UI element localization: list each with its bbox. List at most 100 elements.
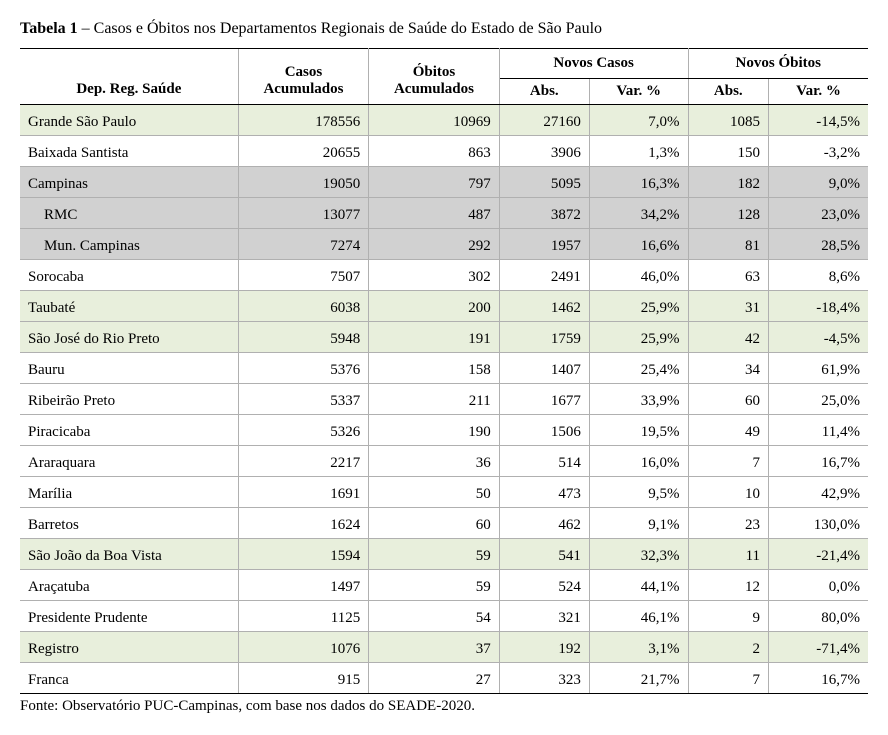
table-row: Ribeirão Preto5337211167733,9%6025,0%	[20, 384, 868, 415]
cell-name: Ribeirão Preto	[20, 384, 238, 415]
table-row: Campinas19050797509516,3%1829,0%	[20, 167, 868, 198]
cell-obitos: 27	[369, 663, 500, 694]
cell-name: Araçatuba	[20, 570, 238, 601]
cell-nc-abs: 1957	[499, 229, 589, 260]
cell-nc-abs: 514	[499, 446, 589, 477]
cell-no-var: 25,0%	[769, 384, 868, 415]
table-row: Barretos1624604629,1%23130,0%	[20, 508, 868, 539]
cell-obitos: 863	[369, 136, 500, 167]
cell-no-var: -14,5%	[769, 105, 868, 136]
cell-nc-var: 46,0%	[589, 260, 688, 291]
cell-nc-var: 25,9%	[589, 291, 688, 322]
header-obitos: Óbitos Acumulados	[369, 49, 500, 105]
cell-name: Presidente Prudente	[20, 601, 238, 632]
cell-casos: 178556	[238, 105, 369, 136]
cell-nc-var: 19,5%	[589, 415, 688, 446]
cell-no-abs: 12	[688, 570, 769, 601]
cell-nc-abs: 321	[499, 601, 589, 632]
cell-casos: 2217	[238, 446, 369, 477]
cell-name: Mun. Campinas	[20, 229, 238, 260]
cell-casos: 1594	[238, 539, 369, 570]
table-row: Araçatuba14975952444,1%120,0%	[20, 570, 868, 601]
cell-name: Registro	[20, 632, 238, 663]
cell-no-var: 16,7%	[769, 663, 868, 694]
cell-obitos: 292	[369, 229, 500, 260]
cell-nc-var: 33,9%	[589, 384, 688, 415]
cell-nc-abs: 3872	[499, 198, 589, 229]
cell-nc-abs: 1506	[499, 415, 589, 446]
cell-casos: 5948	[238, 322, 369, 353]
cell-nc-var: 46,1%	[589, 601, 688, 632]
cell-casos: 1076	[238, 632, 369, 663]
table-row: Piracicaba5326190150619,5%4911,4%	[20, 415, 868, 446]
table-row: RMC13077487387234,2%12823,0%	[20, 198, 868, 229]
cell-obitos: 191	[369, 322, 500, 353]
cell-no-abs: 7	[688, 446, 769, 477]
cell-no-var: -3,2%	[769, 136, 868, 167]
cell-name: Araraquara	[20, 446, 238, 477]
cell-name: Baixada Santista	[20, 136, 238, 167]
cell-no-abs: 1085	[688, 105, 769, 136]
cell-obitos: 50	[369, 477, 500, 508]
cell-nc-var: 21,7%	[589, 663, 688, 694]
cell-no-abs: 81	[688, 229, 769, 260]
cell-nc-abs: 5095	[499, 167, 589, 198]
table-row: Marília1691504739,5%1042,9%	[20, 477, 868, 508]
cell-no-abs: 2	[688, 632, 769, 663]
cell-nc-var: 34,2%	[589, 198, 688, 229]
cell-casos: 13077	[238, 198, 369, 229]
table-row: Bauru5376158140725,4%3461,9%	[20, 353, 868, 384]
header-no-var: Var. %	[769, 79, 868, 105]
header-nc-abs: Abs.	[499, 79, 589, 105]
cell-no-abs: 42	[688, 322, 769, 353]
cell-nc-abs: 192	[499, 632, 589, 663]
table-row: São João da Boa Vista15945954132,3%11-21…	[20, 539, 868, 570]
cell-no-abs: 63	[688, 260, 769, 291]
cell-no-var: 16,7%	[769, 446, 868, 477]
table-row: Taubaté6038200146225,9%31-18,4%	[20, 291, 868, 322]
cell-nc-abs: 1759	[499, 322, 589, 353]
cell-no-var: 61,9%	[769, 353, 868, 384]
cell-no-var: -18,4%	[769, 291, 868, 322]
cell-name: Sorocaba	[20, 260, 238, 291]
cell-no-abs: 60	[688, 384, 769, 415]
cell-obitos: 487	[369, 198, 500, 229]
cell-nc-var: 44,1%	[589, 570, 688, 601]
table-row: Sorocaba7507302249146,0%638,6%	[20, 260, 868, 291]
cell-casos: 6038	[238, 291, 369, 322]
cell-nc-var: 1,3%	[589, 136, 688, 167]
cell-nc-var: 7,0%	[589, 105, 688, 136]
table-source: Fonte: Observatório PUC-Campinas, com ba…	[20, 698, 868, 715]
cell-nc-var: 25,9%	[589, 322, 688, 353]
cell-nc-abs: 462	[499, 508, 589, 539]
cell-nc-abs: 524	[499, 570, 589, 601]
cell-casos: 1125	[238, 601, 369, 632]
cell-obitos: 190	[369, 415, 500, 446]
cell-no-var: 28,5%	[769, 229, 868, 260]
cell-name: Barretos	[20, 508, 238, 539]
cell-no-abs: 9	[688, 601, 769, 632]
cell-nc-abs: 1462	[499, 291, 589, 322]
header-novos-casos: Novos Casos	[499, 49, 688, 79]
header-novos-obitos: Novos Óbitos	[688, 49, 868, 79]
cell-no-abs: 182	[688, 167, 769, 198]
table-body: Grande São Paulo17855610969271607,0%1085…	[20, 105, 868, 694]
cell-nc-abs: 1677	[499, 384, 589, 415]
cell-obitos: 302	[369, 260, 500, 291]
cell-name: Campinas	[20, 167, 238, 198]
cell-name: Piracicaba	[20, 415, 238, 446]
cell-name: Bauru	[20, 353, 238, 384]
table-row: Baixada Santista2065586339061,3%150-3,2%	[20, 136, 868, 167]
data-table: Dep. Reg. Saúde Casos Acumulados Óbitos …	[20, 48, 868, 694]
cell-no-var: -71,4%	[769, 632, 868, 663]
cell-nc-var: 16,3%	[589, 167, 688, 198]
cell-obitos: 54	[369, 601, 500, 632]
cell-no-var: 42,9%	[769, 477, 868, 508]
cell-casos: 5376	[238, 353, 369, 384]
cell-obitos: 200	[369, 291, 500, 322]
cell-obitos: 60	[369, 508, 500, 539]
cell-nc-abs: 2491	[499, 260, 589, 291]
cell-no-abs: 7	[688, 663, 769, 694]
table-row: Mun. Campinas7274292195716,6%8128,5%	[20, 229, 868, 260]
cell-casos: 5326	[238, 415, 369, 446]
